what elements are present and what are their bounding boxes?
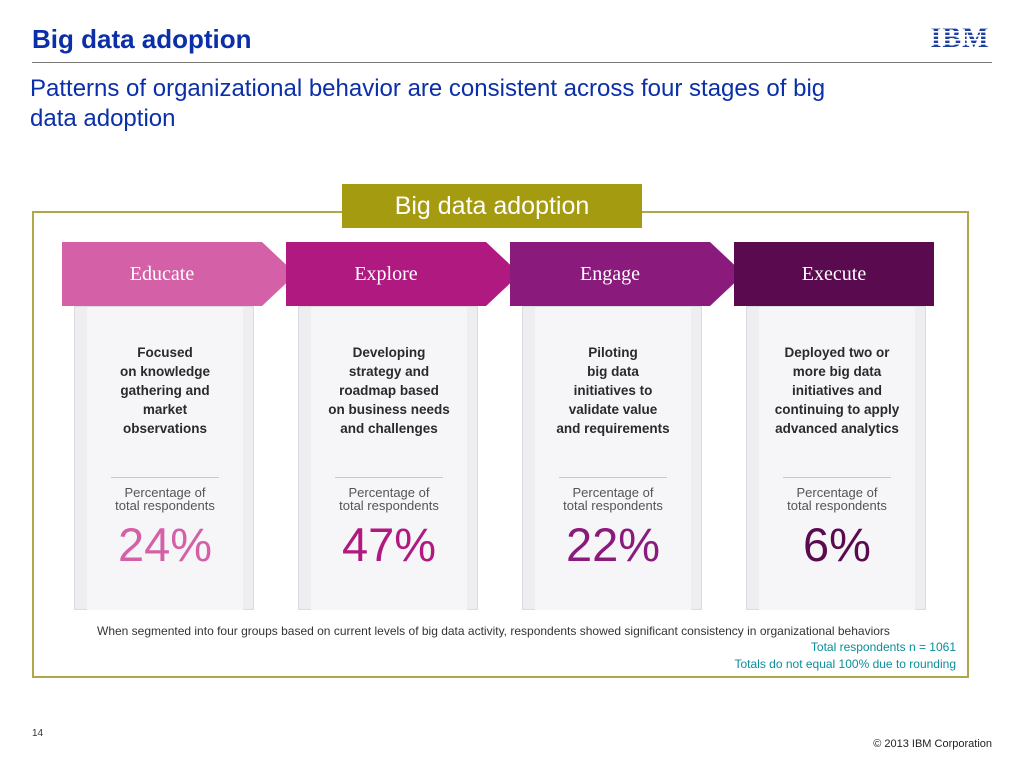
stage-educate-percentage-label: Percentage of total respondents (115, 485, 215, 513)
stage-engage-description: Piloting big data initiatives to validat… (556, 345, 670, 436)
card-panel: Piloting big data initiatives to validat… (535, 307, 691, 610)
slide-title: Big data adoption (32, 24, 252, 54)
stage-engage-label: Engage (580, 263, 640, 285)
copyright: © 2013 IBM Corporation (873, 738, 992, 750)
chevron-shape (62, 242, 296, 306)
stage-explore-card: Developing strategy and roadmap based on… (298, 306, 478, 610)
card-panel: Developing strategy and roadmap based on… (311, 307, 467, 610)
logo-stripes (924, 27, 996, 45)
stage-educate-percentage: 24% (117, 518, 213, 571)
stage-execute-percentage: 6% (803, 518, 871, 571)
header-divider (32, 62, 992, 63)
rounding-note: Totals do not equal 100% due to rounding (734, 657, 956, 671)
stage-explore-percentage-label: Percentage of total respondents (339, 485, 439, 513)
stage-execute-percentage-label: Percentage of total respondents (787, 485, 887, 513)
card-divider (783, 477, 891, 478)
card-divider (335, 477, 443, 478)
stage-explore-percentage: 47% (341, 518, 437, 571)
stage-execute-label: Execute (801, 263, 867, 285)
card-panel: Focused on knowledge gathering and marke… (87, 307, 243, 610)
stage-shape (734, 242, 934, 306)
chevron-shape (286, 242, 520, 306)
frame-label: Big data adoption (342, 184, 642, 228)
slide-subtitle: Patterns of organizational behavior are … (30, 75, 826, 132)
stage-educate-label: Educate (129, 263, 195, 285)
chevron-shape (510, 242, 744, 306)
segmentation-note: When segmented into four groups based on… (97, 624, 890, 638)
stage-engage-percentage-label: Percentage of total respondents (563, 485, 663, 513)
stage-educate-card: Focused on knowledge gathering and marke… (74, 306, 254, 610)
card-divider (559, 477, 667, 478)
stage-execute-card: Deployed two or more big data initiative… (746, 306, 926, 610)
card-divider (111, 477, 219, 478)
page-number: 14 (32, 728, 44, 739)
respondents-note: Total respondents n = 1061 (810, 640, 956, 654)
stage-engage-percentage: 22% (565, 518, 661, 571)
card-panel: Deployed two or more big data initiative… (759, 307, 915, 610)
stage-explore-description: Developing strategy and roadmap based on… (328, 345, 450, 436)
stage-explore-label: Explore (354, 263, 418, 285)
stage-educate-description: Focused on knowledge gathering and marke… (119, 345, 210, 436)
stage-engage-card: Piloting big data initiatives to validat… (522, 306, 702, 610)
stage-execute-description: Deployed two or more big data initiative… (774, 345, 900, 436)
ibm-logo: IBM (924, 23, 996, 54)
